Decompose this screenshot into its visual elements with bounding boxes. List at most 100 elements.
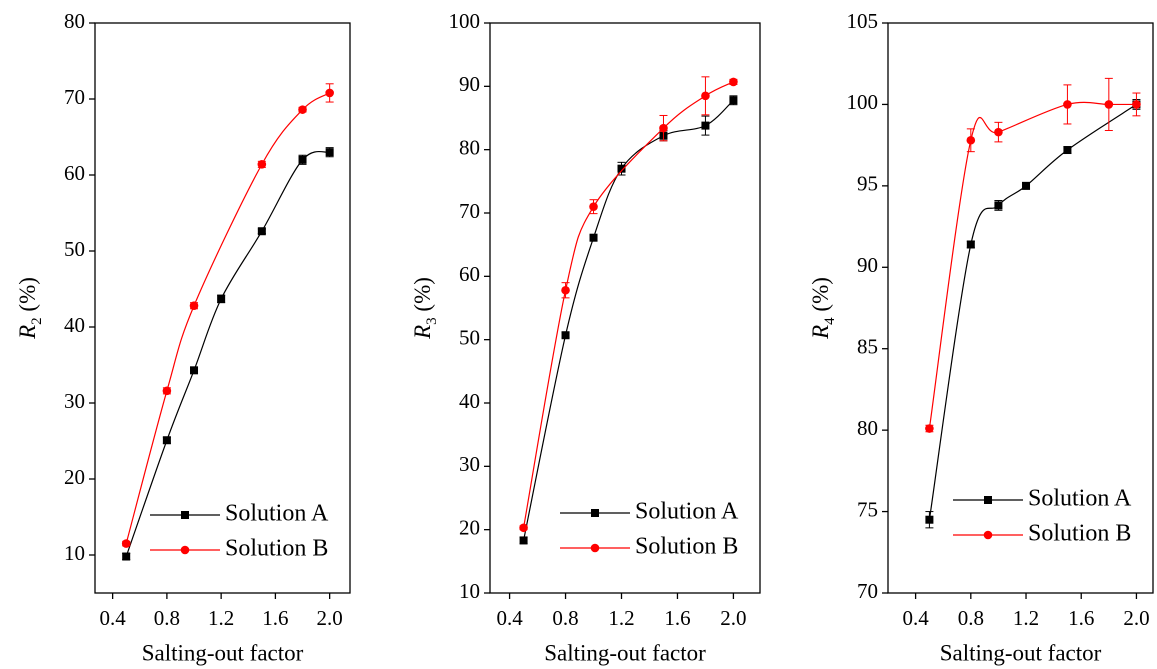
y-tick-label: 40 xyxy=(459,389,480,413)
marker xyxy=(162,386,172,396)
marker xyxy=(590,543,600,553)
y-axis-label: R3 (%) xyxy=(410,277,440,340)
marker xyxy=(298,155,307,164)
y-tick-label: 95 xyxy=(857,172,878,196)
marker xyxy=(659,123,668,133)
y-tick-label: 50 xyxy=(64,237,85,261)
marker xyxy=(180,545,190,555)
marker xyxy=(925,515,934,524)
subplot: 10 20 30 40 50 60 70 80 90 100 0.4 0.8 1.2 1.6 2.0 Salt… xyxy=(410,9,761,665)
x-tick-label: 2.0 xyxy=(1123,606,1149,630)
x-tick-label: 0.4 xyxy=(902,606,929,630)
y-tick-label: 90 xyxy=(459,72,480,96)
x-tick-label: 0.8 xyxy=(154,606,180,630)
y-tick-label: 85 xyxy=(857,335,878,359)
legend-label: Solution A xyxy=(635,499,739,525)
marker xyxy=(561,331,570,340)
y-tick-label: 30 xyxy=(64,389,85,413)
series-line xyxy=(125,150,330,557)
x-tick-label: 0.4 xyxy=(496,606,523,630)
marker xyxy=(189,301,199,311)
y-tick-label: 80 xyxy=(64,9,85,33)
x-tick-label: 1.2 xyxy=(608,606,634,630)
x-tick-label: 2.0 xyxy=(317,606,343,630)
y-label-symbol: R xyxy=(15,325,40,340)
marker xyxy=(701,91,710,101)
x-tick-label: 1.2 xyxy=(208,606,234,630)
y-label-symbol: R xyxy=(410,325,435,340)
x-tick-label: 1.6 xyxy=(1068,606,1094,630)
y-label-unit: (%) xyxy=(15,277,40,311)
y-label-subscript: 3 xyxy=(424,317,440,325)
marker xyxy=(298,105,307,114)
legend-label: Solution B xyxy=(635,534,738,560)
marker xyxy=(1022,181,1031,190)
x-tick-label: 0.4 xyxy=(100,606,127,630)
legend-label: Solution B xyxy=(1028,521,1131,547)
y-tick-label: 60 xyxy=(459,262,480,286)
marker xyxy=(257,160,267,169)
subplot: 10 20 30 40 50 60 70 80 0.4 0.8 1.2 1.6 2.0 Salting-o… xyxy=(15,9,351,665)
x-tick-label: 0.8 xyxy=(958,606,984,630)
series-line xyxy=(522,81,734,528)
y-label-unit: (%) xyxy=(410,277,435,311)
marker xyxy=(257,227,266,236)
legend-label: Solution A xyxy=(1028,486,1132,512)
series-line xyxy=(928,103,1137,520)
x-tick-label: 1.2 xyxy=(1013,606,1039,630)
y-tick-label: 100 xyxy=(449,9,481,33)
x-axis-label: Salting-out factor xyxy=(544,640,706,665)
plot-frame xyxy=(489,22,761,594)
x-axis-label: Salting-out factor xyxy=(940,640,1102,665)
y-tick-label: 70 xyxy=(857,579,878,603)
marker xyxy=(325,88,334,98)
y-label-unit: (%) xyxy=(808,277,833,311)
marker xyxy=(519,523,528,533)
x-tick-label: 2.0 xyxy=(720,606,746,630)
y-tick-label: 20 xyxy=(64,465,85,489)
x-tick-label: 1.6 xyxy=(664,606,690,630)
y-axis-label: R4 (%) xyxy=(808,277,838,340)
marker xyxy=(966,240,975,249)
x-axis-label: Salting-out factor xyxy=(142,640,304,665)
plot-frame xyxy=(887,22,1154,594)
marker xyxy=(591,509,599,517)
marker xyxy=(121,539,131,548)
marker xyxy=(925,424,934,433)
marker xyxy=(1063,100,1072,109)
legend-label: Solution A xyxy=(225,501,329,527)
marker xyxy=(984,496,992,504)
marker xyxy=(729,77,738,87)
marker xyxy=(162,436,171,445)
y-tick-label: 105 xyxy=(847,9,879,33)
series-line xyxy=(928,101,1137,429)
y-tick-label: 10 xyxy=(64,541,85,565)
marker xyxy=(983,530,993,540)
marker xyxy=(1104,100,1114,109)
marker xyxy=(994,201,1003,210)
marker xyxy=(325,148,334,157)
marker xyxy=(701,121,710,130)
y-tick-label: 20 xyxy=(459,515,480,539)
marker xyxy=(190,366,199,375)
marker xyxy=(561,285,570,295)
legend-label: Solution B xyxy=(225,536,328,562)
marker xyxy=(1132,100,1141,109)
y-tick-label: 70 xyxy=(64,85,85,109)
x-tick-label: 0.8 xyxy=(552,606,578,630)
y-tick-label: 60 xyxy=(64,161,85,185)
y-tick-label: 80 xyxy=(459,135,480,159)
y-tick-label: 40 xyxy=(64,313,85,337)
x-tick-label: 1.6 xyxy=(262,606,288,630)
y-label-symbol: R xyxy=(808,325,833,340)
marker xyxy=(181,511,189,519)
marker xyxy=(617,164,626,173)
y-label-subscript: 4 xyxy=(822,317,838,325)
marker xyxy=(966,135,976,145)
marker xyxy=(994,127,1003,137)
y-tick-label: 80 xyxy=(857,416,878,440)
y-tick-label: 10 xyxy=(459,579,480,603)
y-label-subscript: 2 xyxy=(29,317,45,325)
marker xyxy=(589,202,598,211)
